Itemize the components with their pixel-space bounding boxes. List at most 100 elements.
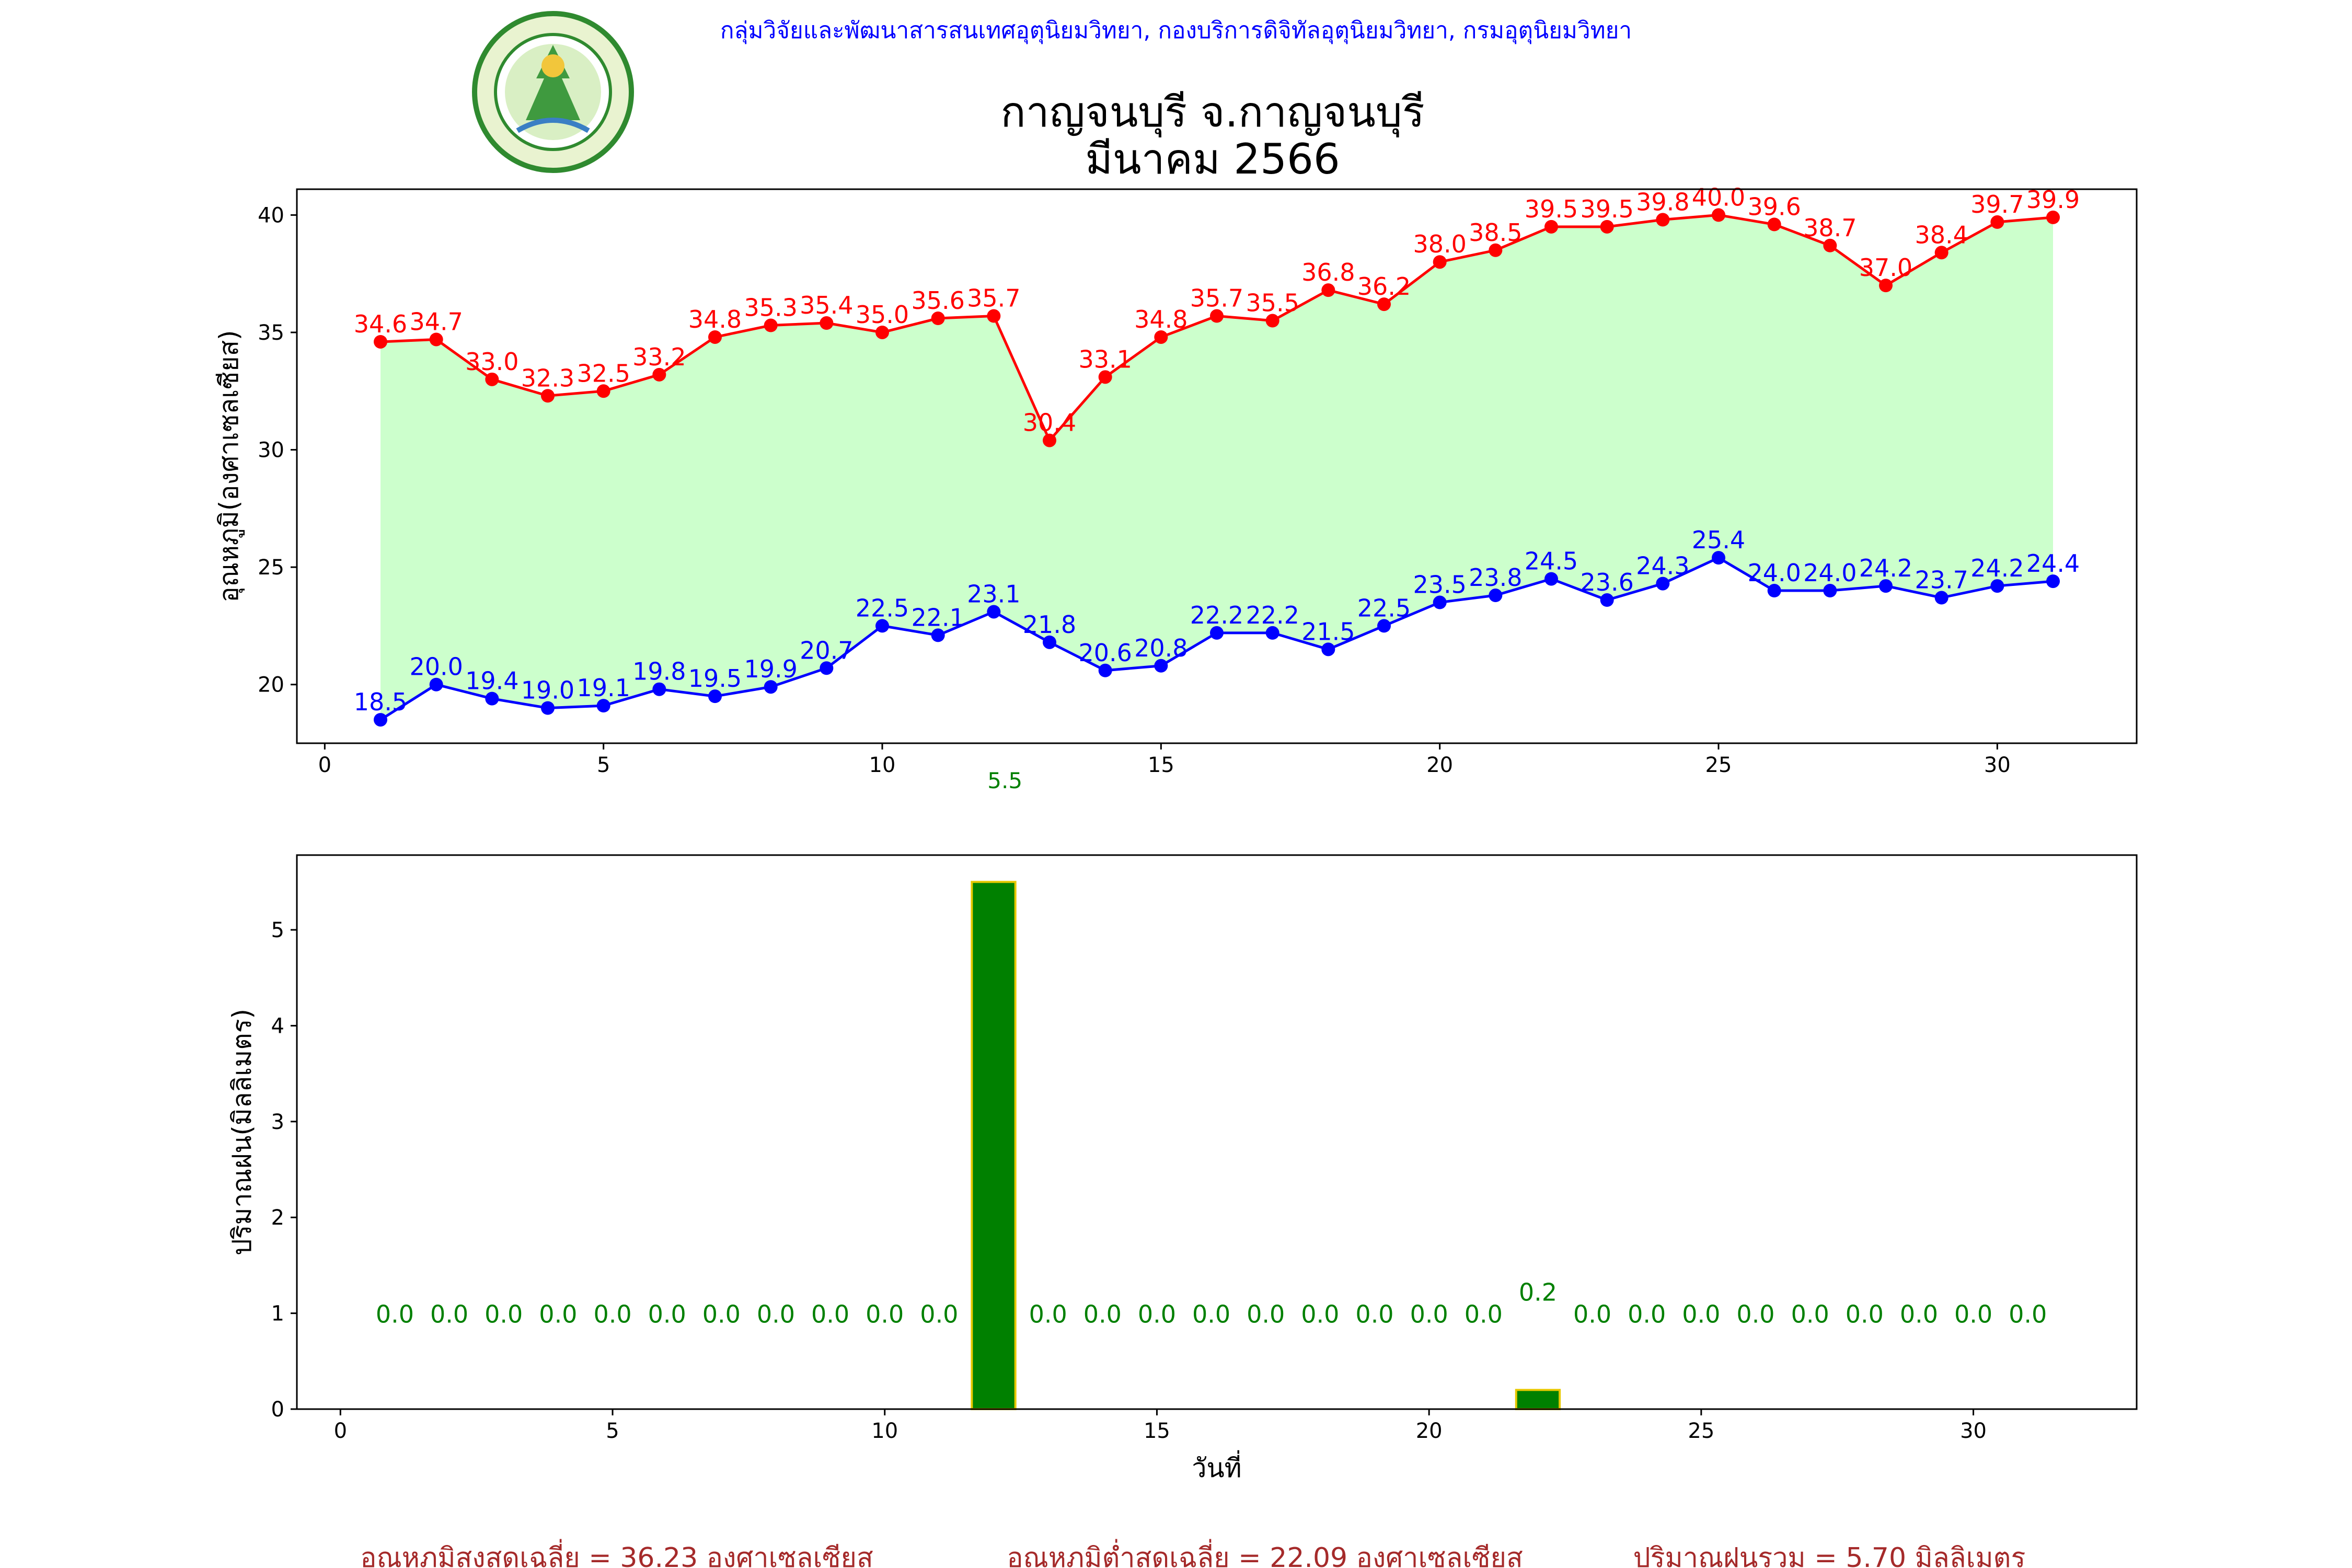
tmin-data-label: 20.8 bbox=[1134, 634, 1187, 662]
tmax-data-label: 39.5 bbox=[1580, 195, 1633, 223]
tmin-data-label: 23.7 bbox=[1915, 566, 1968, 594]
rain-data-label: 0.0 bbox=[1628, 1300, 1666, 1329]
rain-data-label: 0.0 bbox=[376, 1300, 414, 1329]
tmax-point bbox=[1043, 433, 1056, 447]
rain-data-label: 0.0 bbox=[1410, 1300, 1448, 1329]
tmax-data-label: 39.5 bbox=[1525, 195, 1578, 223]
tmax-point bbox=[541, 389, 555, 403]
tmax-point bbox=[1210, 309, 1224, 323]
tmax-point bbox=[1489, 243, 1503, 257]
rain-total-summary: ปริมาณฝนรวม = 5.70 มิลลิเมตร bbox=[1633, 1542, 2026, 1568]
tmax-point bbox=[764, 318, 778, 332]
tmax-data-label: 32.3 bbox=[521, 364, 574, 392]
tmin-points bbox=[374, 551, 2060, 727]
rain-data-label: 0.0 bbox=[593, 1300, 631, 1329]
rain-data-label: 0.0 bbox=[1301, 1300, 1339, 1329]
tmin-data-label: 22.5 bbox=[856, 594, 909, 622]
tmax-data-label: 35.7 bbox=[967, 284, 1020, 313]
temperature-y-ticks: 20 25 30 35 40 bbox=[258, 203, 297, 697]
tmax-data-label: 38.5 bbox=[1469, 218, 1522, 247]
tmin-point bbox=[1767, 584, 1781, 598]
tmin-point bbox=[1433, 595, 1447, 609]
rainfall-panel: 0.0 0.0 0.0 0.0 0.0 0.0 0.0 0.0 0.0 0.0 0.0 0.0 0.0 0… bbox=[227, 854, 2138, 1483]
rain-data-label: 0.0 bbox=[1083, 1300, 1122, 1329]
tmin-data-label: 20.7 bbox=[800, 636, 853, 664]
x-tick-label: 5 bbox=[606, 1419, 619, 1443]
rain-data-label: 0.0 bbox=[1954, 1300, 1992, 1329]
tmin-point bbox=[708, 689, 722, 704]
tmax-point bbox=[1098, 370, 1112, 384]
tmax-point bbox=[987, 309, 1001, 323]
tmin-point bbox=[1656, 577, 1670, 591]
tmax-point bbox=[1767, 217, 1781, 232]
rain-data-label: 0.0 bbox=[811, 1300, 849, 1329]
tmax-data-label: 34.8 bbox=[1134, 305, 1187, 333]
x-tick-label: 25 bbox=[1705, 753, 1732, 777]
tmin-data-label: 20.0 bbox=[409, 653, 463, 681]
tmax-data-label: 38.4 bbox=[1915, 221, 1968, 249]
tmin-point bbox=[2046, 574, 2060, 589]
tmax-data-label: 39.9 bbox=[2026, 186, 2080, 214]
tmax-data-label: 34.7 bbox=[409, 307, 463, 336]
tmax-point bbox=[1656, 213, 1670, 227]
rain-data-label: 0.0 bbox=[920, 1300, 958, 1329]
rain-data-label: 0.0 bbox=[648, 1300, 686, 1329]
rain-data-labels: 0.0 0.0 0.0 0.0 0.0 0.0 0.0 0.0 0.0 0.0 0.0 0.0 0.0 0… bbox=[376, 1278, 2047, 1329]
tmax-point bbox=[708, 330, 722, 344]
rain-bar bbox=[1515, 1389, 1561, 1410]
y-tick-label: 2 bbox=[271, 1206, 284, 1230]
tmin-point bbox=[1489, 589, 1503, 603]
tmin-data-label: 24.3 bbox=[1636, 552, 1689, 580]
rain-peak-label: 5.5 bbox=[987, 768, 1022, 793]
tmin-data-label: 20.6 bbox=[1078, 639, 1132, 667]
rain-data-label: 0.0 bbox=[1138, 1300, 1176, 1329]
y-tick-label: 40 bbox=[258, 203, 284, 227]
tmax-data-label: 34.8 bbox=[688, 305, 742, 333]
x-tick-label: 15 bbox=[1144, 1419, 1170, 1443]
tmin-data-label: 23.1 bbox=[967, 580, 1020, 608]
tmin-point bbox=[485, 691, 499, 706]
tmin-data-label: 24.2 bbox=[1970, 554, 2024, 582]
tmax-data-label: 30.4 bbox=[1023, 409, 1076, 437]
tmin-point bbox=[1712, 551, 1725, 565]
tmin-point bbox=[429, 677, 443, 691]
tmin-point bbox=[541, 701, 555, 715]
rain-data-label: 0.0 bbox=[430, 1300, 468, 1329]
x-tick-label: 10 bbox=[871, 1419, 898, 1443]
y-tick-label: 35 bbox=[258, 321, 284, 345]
tmin-point bbox=[1544, 572, 1558, 586]
tmin-data-label: 25.4 bbox=[1692, 526, 1745, 554]
tmax-data-label: 38.7 bbox=[1803, 214, 1857, 242]
tmin-point bbox=[1934, 591, 1949, 605]
tmax-data-label: 33.2 bbox=[632, 343, 686, 371]
y-tick-label: 1 bbox=[271, 1302, 284, 1326]
rain-data-label: 0.0 bbox=[1355, 1300, 1393, 1329]
tmin-point bbox=[1098, 663, 1112, 677]
tmin-point bbox=[764, 680, 778, 694]
tmin-data-labels: 18.520.0 19.4 19.0 19.119.8 19.5 19.920.722.5… bbox=[354, 526, 2080, 716]
rain-data-label: 0.0 bbox=[1573, 1300, 1611, 1329]
tmax-point bbox=[1544, 220, 1558, 234]
x-tick-label: 25 bbox=[1688, 1419, 1714, 1443]
rainfall-x-axis-label: วันที่ bbox=[1192, 1450, 1241, 1483]
temperature-axes-frame bbox=[296, 188, 2138, 744]
y-tick-label: 0 bbox=[271, 1398, 284, 1422]
tmin-data-label: 19.9 bbox=[744, 655, 797, 683]
tmin-point bbox=[987, 605, 1001, 619]
tmin-data-label: 24.0 bbox=[1803, 559, 1857, 587]
tmax-data-label: 35.5 bbox=[1246, 289, 1299, 317]
rain-data-label: 0.0 bbox=[757, 1300, 795, 1329]
rain-data-label: 0.2 bbox=[1519, 1278, 1557, 1307]
tmin-data-label: 19.0 bbox=[521, 676, 574, 705]
tmax-data-label: 35.3 bbox=[744, 294, 797, 322]
rain-data-label: 0.0 bbox=[1192, 1300, 1230, 1329]
rainfall-x-ticks: 0 5 10 15 20 25 30 bbox=[334, 1409, 1987, 1443]
rain-data-label: 0.0 bbox=[1247, 1300, 1285, 1329]
rain-data-label: 0.0 bbox=[539, 1300, 577, 1329]
temperature-y-axis-label: อุณหภูมิ(องศาเซลเซียส) bbox=[214, 330, 245, 602]
tmax-point bbox=[1433, 255, 1447, 269]
tmin-data-label: 24.0 bbox=[1747, 559, 1801, 587]
y-tick-label: 3 bbox=[271, 1110, 284, 1134]
tmax-point bbox=[1154, 330, 1168, 344]
